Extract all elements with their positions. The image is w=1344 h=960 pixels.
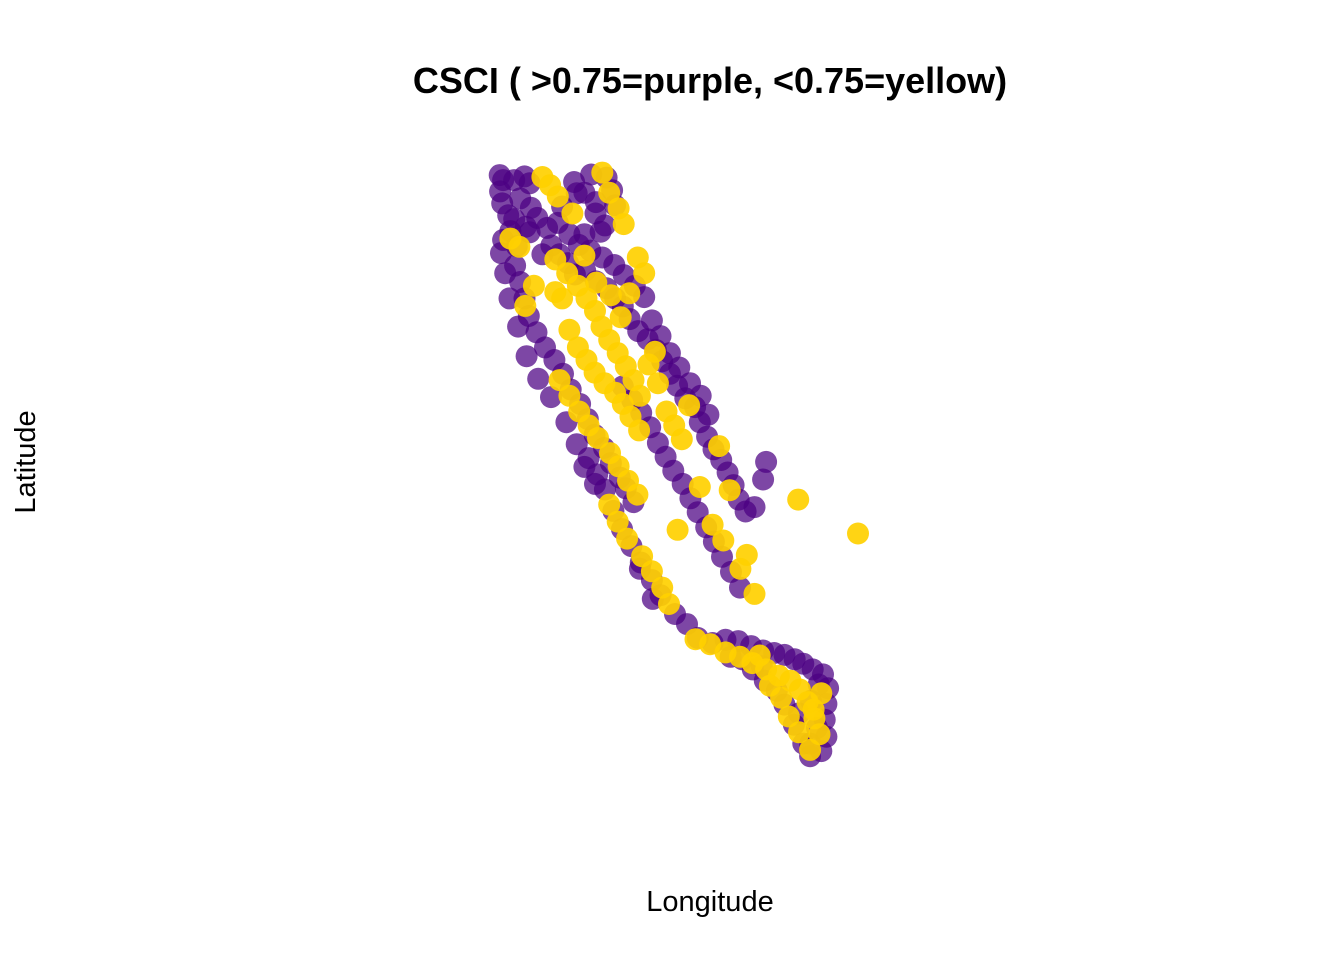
data-point (626, 483, 649, 506)
data-point (670, 428, 693, 451)
data-point (497, 204, 520, 227)
data-point (626, 246, 649, 269)
data-point (561, 202, 584, 225)
data-point (558, 318, 581, 341)
data-point (584, 472, 606, 495)
data-point (646, 372, 669, 395)
chart-title: CSCI ( >0.75=purple, <0.75=yellow) (413, 60, 1007, 101)
data-point (799, 738, 822, 761)
data-point (628, 384, 651, 407)
data-point (788, 721, 810, 744)
data-point (565, 433, 588, 456)
data-point (718, 479, 741, 502)
data-point (508, 235, 531, 258)
data-point (522, 274, 545, 297)
data-point (658, 593, 680, 615)
data-point (666, 518, 689, 541)
data-point (688, 476, 711, 498)
data-point (573, 223, 596, 246)
data-point (573, 244, 596, 267)
data-point (527, 367, 550, 390)
data-point (593, 214, 616, 237)
data-point (631, 545, 654, 568)
data-point (758, 674, 781, 697)
data-point (546, 185, 569, 208)
data-point (668, 356, 691, 379)
data-point (573, 181, 596, 204)
data-point (752, 468, 775, 491)
data-point (558, 384, 581, 407)
data-point (591, 161, 614, 184)
series-below-threshold (499, 161, 869, 761)
data-point (787, 488, 810, 511)
x-axis-label: Longitude (646, 886, 773, 918)
data-point (573, 455, 596, 478)
points-layer (488, 161, 869, 768)
data-point (847, 522, 869, 545)
y-axis-label: Latitude (10, 410, 42, 513)
data-point (494, 262, 517, 285)
data-point (743, 496, 766, 519)
data-point (748, 644, 771, 667)
data-point (599, 284, 622, 307)
data-point (708, 435, 731, 458)
data-point (616, 527, 639, 550)
data-point (544, 281, 567, 304)
data-point (514, 294, 537, 317)
data-point (678, 394, 701, 417)
data-point (643, 340, 666, 363)
data-point (612, 213, 635, 236)
data-point (540, 386, 562, 409)
data-point (507, 315, 530, 338)
data-point (598, 493, 621, 516)
data-point (609, 306, 632, 329)
data-point (585, 271, 608, 294)
data-point (802, 698, 825, 721)
data-point (587, 427, 609, 449)
data-point (735, 543, 758, 566)
data-point (606, 510, 629, 533)
data-point (712, 529, 735, 552)
data-point (618, 282, 641, 305)
data-point (743, 582, 766, 605)
data-point (701, 513, 724, 536)
data-point (755, 450, 778, 473)
data-point (697, 403, 720, 426)
data-point (515, 345, 538, 368)
data-point (777, 705, 800, 728)
data-point (810, 682, 833, 705)
data-point (548, 369, 571, 392)
data-point (628, 419, 651, 442)
